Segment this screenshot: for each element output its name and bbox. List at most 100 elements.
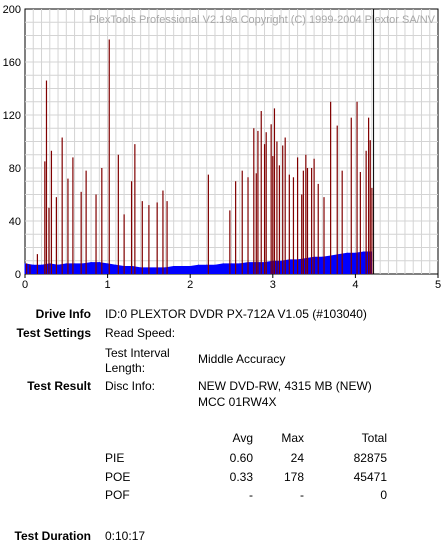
pie-bar <box>280 260 282 274</box>
poe-bar <box>67 178 69 274</box>
poe-bar <box>365 150 367 274</box>
x-tick-label: 5 <box>435 279 441 291</box>
pie-bar <box>321 256 323 274</box>
poe-bar <box>330 101 332 274</box>
poe-bar <box>50 150 53 274</box>
poe-bar <box>288 174 290 274</box>
x-tick-label: 0 <box>22 279 28 291</box>
poe-bar <box>141 201 143 274</box>
header-max: Max <box>281 431 304 445</box>
pie-total: 82875 <box>353 451 387 465</box>
poe-bar <box>282 145 284 274</box>
poe-bar <box>369 140 371 274</box>
poe-bar <box>134 144 136 274</box>
y-tick-label: 120 <box>3 110 21 122</box>
x-tick-label: 1 <box>105 279 111 291</box>
y-tick-label: 80 <box>9 163 21 175</box>
pie-bar <box>173 266 175 274</box>
poe-bar <box>101 168 103 274</box>
test-interval-label: Test Interval <box>105 346 170 360</box>
disc-info-value: NEW DVD-RW, 4315 MB (NEW) <box>198 379 372 393</box>
poe-bar <box>296 157 299 274</box>
poe-bar <box>270 124 272 275</box>
pie-bar <box>90 262 92 274</box>
pie-bar <box>346 252 348 274</box>
header-avg: Avg <box>232 431 253 445</box>
pie-bar <box>197 264 199 274</box>
pie-bar <box>231 263 232 274</box>
header-total: Total <box>361 431 387 445</box>
poe-bar <box>273 108 276 274</box>
poe-bar <box>313 158 315 274</box>
pie-bar <box>57 264 59 274</box>
poe-bar <box>55 197 57 274</box>
poe-bar <box>29 264 31 274</box>
pie-bar <box>222 263 224 274</box>
poe-bar <box>229 210 231 274</box>
poe-bar <box>166 201 168 274</box>
pie-bar <box>131 266 133 274</box>
pie-bar <box>115 264 117 274</box>
poe-bar <box>301 194 303 274</box>
pie-bar <box>164 267 166 274</box>
poe-bar <box>260 111 262 275</box>
poe-bar <box>108 39 110 274</box>
poe-bar <box>207 174 209 274</box>
poe-bar <box>235 181 237 274</box>
pie-bar <box>82 263 84 274</box>
poe-total: 45471 <box>353 470 387 484</box>
test-settings-label: Test Settings <box>16 326 91 340</box>
poe-bar <box>336 125 338 274</box>
poe-bar <box>26 263 28 274</box>
poe-bar <box>371 187 373 274</box>
poe-bar <box>350 117 352 275</box>
pie-bar <box>24 263 26 274</box>
drive-info-label: Drive Info <box>35 307 91 321</box>
pof-total: 0 <box>380 488 387 502</box>
pie-bar <box>214 264 216 274</box>
poe-bar <box>247 177 249 274</box>
y-tick-label: 40 <box>9 216 21 228</box>
x-tick-label: 2 <box>187 279 193 291</box>
poe-bar <box>255 173 257 274</box>
row-name-pie: PIE <box>105 451 125 465</box>
y-tick-label: 0 <box>15 269 21 281</box>
row-name-poe: POE <box>105 470 131 484</box>
x-tick-label: 4 <box>352 279 358 291</box>
poe-bar <box>356 101 358 274</box>
pie-bar <box>74 263 76 274</box>
poe-bar <box>44 161 46 274</box>
chart-title: PlexTools Professional V2.19a Copyright … <box>89 14 436 26</box>
pie-bar <box>140 267 142 274</box>
poe-bar <box>36 254 38 274</box>
test-interval-label-cont: Length: <box>105 361 146 375</box>
x-tick-label: 3 <box>270 279 276 291</box>
poe-bar <box>85 170 87 274</box>
poe-bar <box>162 190 164 274</box>
poe-bar <box>148 205 150 274</box>
poe-bar <box>278 165 281 274</box>
poe-bar <box>117 154 119 274</box>
poe-bar <box>45 80 48 274</box>
poe-bar <box>156 202 158 274</box>
y-tick-label: 160 <box>3 57 21 69</box>
poe-bar <box>253 128 255 274</box>
poe-avg: 0.33 <box>229 470 253 484</box>
read-speed-label: Read Speed: <box>105 326 176 340</box>
pie-bar <box>107 263 109 274</box>
pie-bar <box>206 264 208 274</box>
pie-bar <box>98 262 100 274</box>
poe-bar <box>302 170 304 274</box>
poe-bar <box>306 168 309 274</box>
y-tick-label: 200 <box>3 4 21 16</box>
poe-bar <box>263 144 266 274</box>
pie-bar <box>181 266 183 274</box>
error-chart: PlexTools Professional V2.19a Copyright … <box>3 4 441 291</box>
disc-info-label: Disc Info: <box>105 379 156 393</box>
poe-bar <box>48 207 50 274</box>
pie-avg: 0.60 <box>229 451 253 465</box>
poe-bar <box>80 191 82 274</box>
pie-bar <box>363 251 365 274</box>
poe-bar <box>123 214 125 274</box>
pie-max: 24 <box>290 451 304 465</box>
